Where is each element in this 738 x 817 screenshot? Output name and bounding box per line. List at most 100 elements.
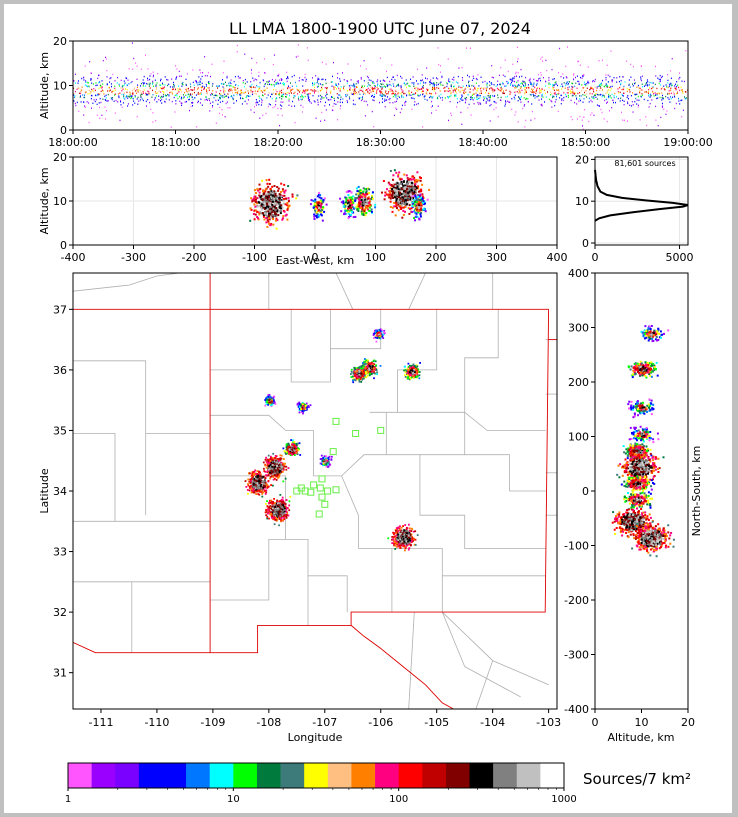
time-height-source: [676, 85, 678, 88]
ew-cluster-source: [260, 206, 263, 209]
time-height-source: [105, 97, 107, 99]
ew-cluster-source: [428, 188, 431, 191]
time-height-source: [219, 97, 221, 99]
time-height-source: [485, 88, 487, 90]
time-height-source: [264, 83, 266, 85]
time-height-source: [205, 83, 207, 86]
time-height-source: [254, 86, 256, 89]
time-height-source: [300, 104, 302, 107]
time-height-source: [533, 91, 535, 93]
time-height-source: [386, 99, 388, 101]
time-height-source: [231, 95, 233, 98]
ew-cluster-source: [342, 202, 345, 205]
time-height-source: [281, 98, 283, 100]
time-height-source: [245, 88, 247, 90]
time-height-source: [584, 91, 585, 94]
plan-cluster-source: [269, 477, 272, 480]
plan-cluster-source: [256, 470, 259, 472]
ew-cluster-source: [413, 200, 416, 203]
time-height-source: [596, 93, 598, 96]
time-height-source: [469, 47, 471, 49]
ew-cluster-source: [391, 210, 394, 213]
time-height-source: [382, 95, 383, 97]
time-height-source: [567, 92, 569, 94]
time-height-source: [586, 96, 587, 98]
ew-cluster-source: [271, 208, 274, 211]
time-height-source: [371, 82, 373, 84]
time-height-source: [554, 91, 556, 94]
plan-cluster-source: [282, 501, 285, 503]
ew-cluster-source: [350, 203, 353, 206]
ew-cluster-source: [258, 188, 261, 191]
time-height-source: [637, 84, 639, 87]
time-height-source: [362, 98, 363, 100]
ew-cluster-source: [345, 199, 348, 202]
time-height-source: [162, 86, 164, 88]
plan-cluster-source: [267, 460, 270, 462]
plan-cluster-source: [251, 481, 254, 484]
time-height-source: [285, 96, 287, 98]
ew-cluster-source: [402, 192, 405, 195]
plan-cluster-source: [271, 457, 274, 459]
plan-cluster-source: [265, 474, 267, 476]
time-height-source: [401, 96, 403, 98]
plan-cluster-source: [284, 477, 287, 480]
time-height-source: [188, 98, 190, 101]
time-height-source: [458, 85, 460, 87]
time-height-source: [187, 93, 189, 95]
time-height-source: [192, 101, 194, 104]
plan-cluster-source: [285, 508, 288, 511]
time-height-source: [123, 97, 125, 99]
ew-cluster-source: [268, 192, 271, 195]
time-height-source: [372, 88, 374, 90]
ew-cluster-source: [414, 195, 417, 198]
ew-cluster-source: [419, 215, 422, 218]
time-height-source: [280, 101, 282, 103]
time-height-source: [426, 78, 428, 80]
county-boundary: [408, 273, 426, 310]
plan-cluster-source: [275, 474, 278, 477]
time-height-source: [164, 100, 166, 103]
ew-cluster-source: [418, 204, 421, 207]
plan-cluster-source: [274, 472, 277, 475]
time-height-source: [339, 94, 341, 96]
plan-cluster-source: [279, 465, 281, 467]
time-height-source: [342, 98, 344, 100]
plan-cluster-source: [261, 482, 263, 485]
time-height-source: [365, 100, 367, 103]
time-height-source: [182, 83, 184, 86]
time-height-source: [655, 75, 657, 77]
time-height-source: [440, 84, 442, 86]
plan-cluster-source: [277, 468, 280, 471]
time-height-source: [290, 82, 291, 84]
time-height-source: [516, 81, 518, 84]
time-height-source: [665, 95, 667, 98]
time-height-source: [294, 95, 296, 97]
ew-cluster-source: [409, 192, 412, 195]
time-height-source: [432, 83, 434, 85]
time-height-source: [167, 79, 169, 81]
ew-cluster-source: [418, 176, 421, 179]
time-height-source: [646, 124, 648, 127]
ew-cluster-source: [316, 206, 319, 209]
time-height-source: [659, 96, 661, 99]
plan-cluster-source: [268, 502, 270, 504]
plan-cluster-source: [272, 465, 275, 468]
time-height-source: [551, 106, 553, 108]
time-height-source: [489, 104, 491, 107]
time-height-source: [323, 97, 325, 99]
time-height-source: [555, 81, 557, 83]
time-height-source: [542, 60, 544, 62]
time-height-source: [162, 87, 163, 90]
time-height-source: [400, 86, 402, 88]
ew-cluster-source: [281, 218, 284, 221]
time-height-source: [305, 78, 307, 81]
time-height-source: [388, 98, 390, 101]
time-height-source: [315, 90, 317, 92]
time-height-source: [301, 98, 303, 101]
time-height-source: [137, 84, 139, 86]
plan-cluster-source: [252, 487, 255, 490]
time-height-source: [432, 77, 434, 79]
plan-cluster-source: [266, 485, 268, 488]
time-height-source: [149, 78, 151, 81]
